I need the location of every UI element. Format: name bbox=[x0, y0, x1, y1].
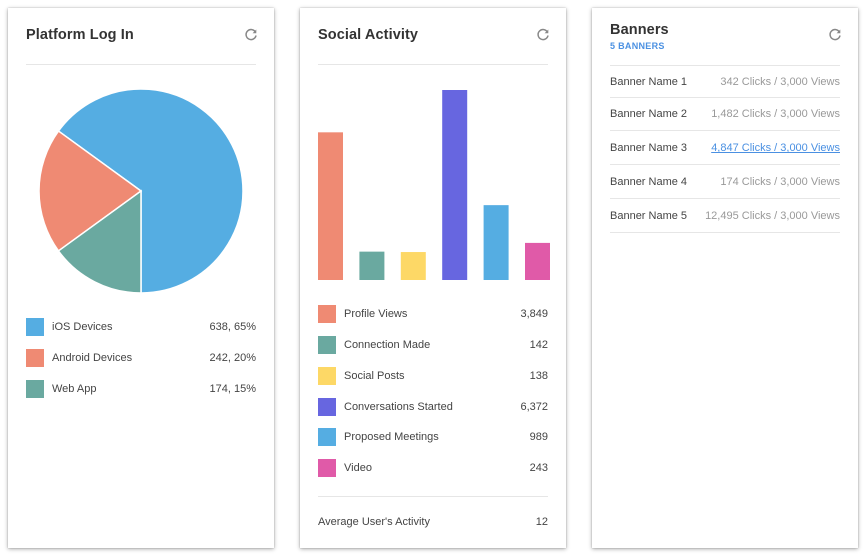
bar-conversations-started bbox=[442, 90, 468, 280]
bar-connection-made bbox=[359, 251, 385, 280]
legend-value: 142 bbox=[529, 339, 548, 351]
average-activity-value: 12 bbox=[535, 516, 548, 528]
legend-swatch bbox=[318, 367, 336, 385]
legend-item-proposed-meetings: Proposed Meetings 989 bbox=[318, 427, 548, 447]
divider bbox=[318, 64, 548, 65]
legend-item-ios: iOS Devices 638, 65% bbox=[26, 317, 256, 337]
legend-value: 989 bbox=[529, 431, 548, 443]
banner-name: Banner Name 2 bbox=[610, 108, 688, 120]
divider bbox=[318, 496, 548, 497]
legend-label: Video bbox=[344, 462, 372, 474]
banner-stats-link[interactable]: 4,847 Clicks / 3,000 Views bbox=[711, 142, 840, 154]
banner-stats: 1,482 Clicks / 3,000 Views bbox=[711, 108, 840, 120]
refresh-icon[interactable] bbox=[244, 28, 258, 42]
legend-item-social-posts: Social Posts 138 bbox=[318, 366, 548, 386]
legend-swatch bbox=[26, 349, 44, 367]
legend-value: 6,372 bbox=[520, 401, 548, 413]
banners-card: Banners 5 BANNERS Banner Name 1 342 Clic… bbox=[592, 8, 858, 548]
divider bbox=[26, 64, 256, 65]
legend-item-conversations-started: Conversations Started 6,372 bbox=[318, 397, 548, 417]
legend-item-android: Android Devices 242, 20% bbox=[26, 348, 256, 368]
legend-item-profile-views: Profile Views 3,849 bbox=[318, 304, 548, 324]
average-activity-label: Average User's Activity bbox=[318, 516, 430, 528]
card-title: Social Activity bbox=[318, 27, 419, 43]
banner-row[interactable]: Banner Name 2 1,482 Clicks / 3,000 Views bbox=[610, 98, 840, 131]
pie-slice-android-devices bbox=[38, 129, 143, 253]
bar-profile-views bbox=[318, 132, 343, 280]
banner-row[interactable]: Banner Name 3 4,847 Clicks / 3,000 Views bbox=[610, 132, 840, 165]
legend-swatch bbox=[318, 336, 336, 354]
legend-item-webapp: Web App 174, 15% bbox=[26, 379, 256, 399]
legend-value: 243 bbox=[529, 462, 548, 474]
banner-row[interactable]: Banner Name 4 174 Clicks / 3,000 Views bbox=[610, 166, 840, 199]
banner-name: Banner Name 1 bbox=[610, 75, 688, 88]
pie-slice-web-app bbox=[57, 189, 142, 294]
legend-label: Profile Views bbox=[344, 308, 408, 320]
legend-label: Proposed Meetings bbox=[344, 431, 439, 443]
legend-label: Conversations Started bbox=[344, 401, 453, 413]
legend-value: 174, 15% bbox=[209, 383, 256, 395]
legend-value: 3,849 bbox=[520, 308, 548, 320]
legend-item-video: Video 243 bbox=[318, 458, 548, 478]
legend-swatch bbox=[318, 428, 336, 446]
card-title: Platform Log In bbox=[26, 27, 134, 43]
banner-name: Banner Name 4 bbox=[610, 176, 688, 188]
legend-label: Android Devices bbox=[52, 352, 133, 364]
legend-swatch bbox=[318, 459, 336, 477]
bar-proposed-meetings bbox=[483, 205, 509, 280]
legend-value: 242, 20% bbox=[209, 352, 256, 364]
social-activity-card: Social Activity Profile Views 3,849 Conn… bbox=[300, 8, 566, 548]
banners-count: 5 BANNERS bbox=[610, 41, 665, 51]
platform-login-card: Platform Log In iOS Devices 638, 65% And… bbox=[8, 8, 274, 548]
average-activity-row: Average User's Activity 12 bbox=[318, 512, 548, 532]
banner-row[interactable]: Banner Name 1 342 Clicks / 3,000 Views bbox=[610, 65, 840, 98]
legend-swatch bbox=[26, 380, 44, 398]
banner-stats: 12,495 Clicks / 3,000 Views bbox=[705, 210, 840, 222]
legend-label: Web App bbox=[52, 383, 97, 395]
refresh-icon[interactable] bbox=[536, 28, 550, 42]
banner-row[interactable]: Banner Name 5 12,495 Clicks / 3,000 View… bbox=[610, 200, 840, 233]
pie-slice-ios-devices bbox=[57, 88, 244, 294]
legend-label: Connection Made bbox=[344, 339, 431, 351]
refresh-icon[interactable] bbox=[828, 28, 842, 42]
card-title: Banners bbox=[610, 22, 669, 38]
bar-video bbox=[525, 242, 550, 280]
legend-label: Social Posts bbox=[344, 370, 405, 382]
legend-item-connection-made: Connection Made 142 bbox=[318, 335, 548, 355]
banner-name: Banner Name 3 bbox=[610, 142, 688, 154]
platform-pie-chart bbox=[38, 88, 244, 294]
banner-name: Banner Name 5 bbox=[610, 210, 688, 222]
legend-value: 638, 65% bbox=[209, 321, 256, 333]
bar-social-posts bbox=[400, 252, 426, 280]
social-bar-chart bbox=[318, 90, 550, 280]
legend-swatch bbox=[26, 318, 44, 336]
legend-label: iOS Devices bbox=[52, 321, 113, 333]
banner-stats: 342 Clicks / 3,000 Views bbox=[720, 75, 840, 88]
legend-value: 138 bbox=[529, 370, 548, 382]
legend-swatch bbox=[318, 305, 336, 323]
banner-stats: 174 Clicks / 3,000 Views bbox=[720, 176, 840, 188]
legend-swatch bbox=[318, 398, 336, 416]
